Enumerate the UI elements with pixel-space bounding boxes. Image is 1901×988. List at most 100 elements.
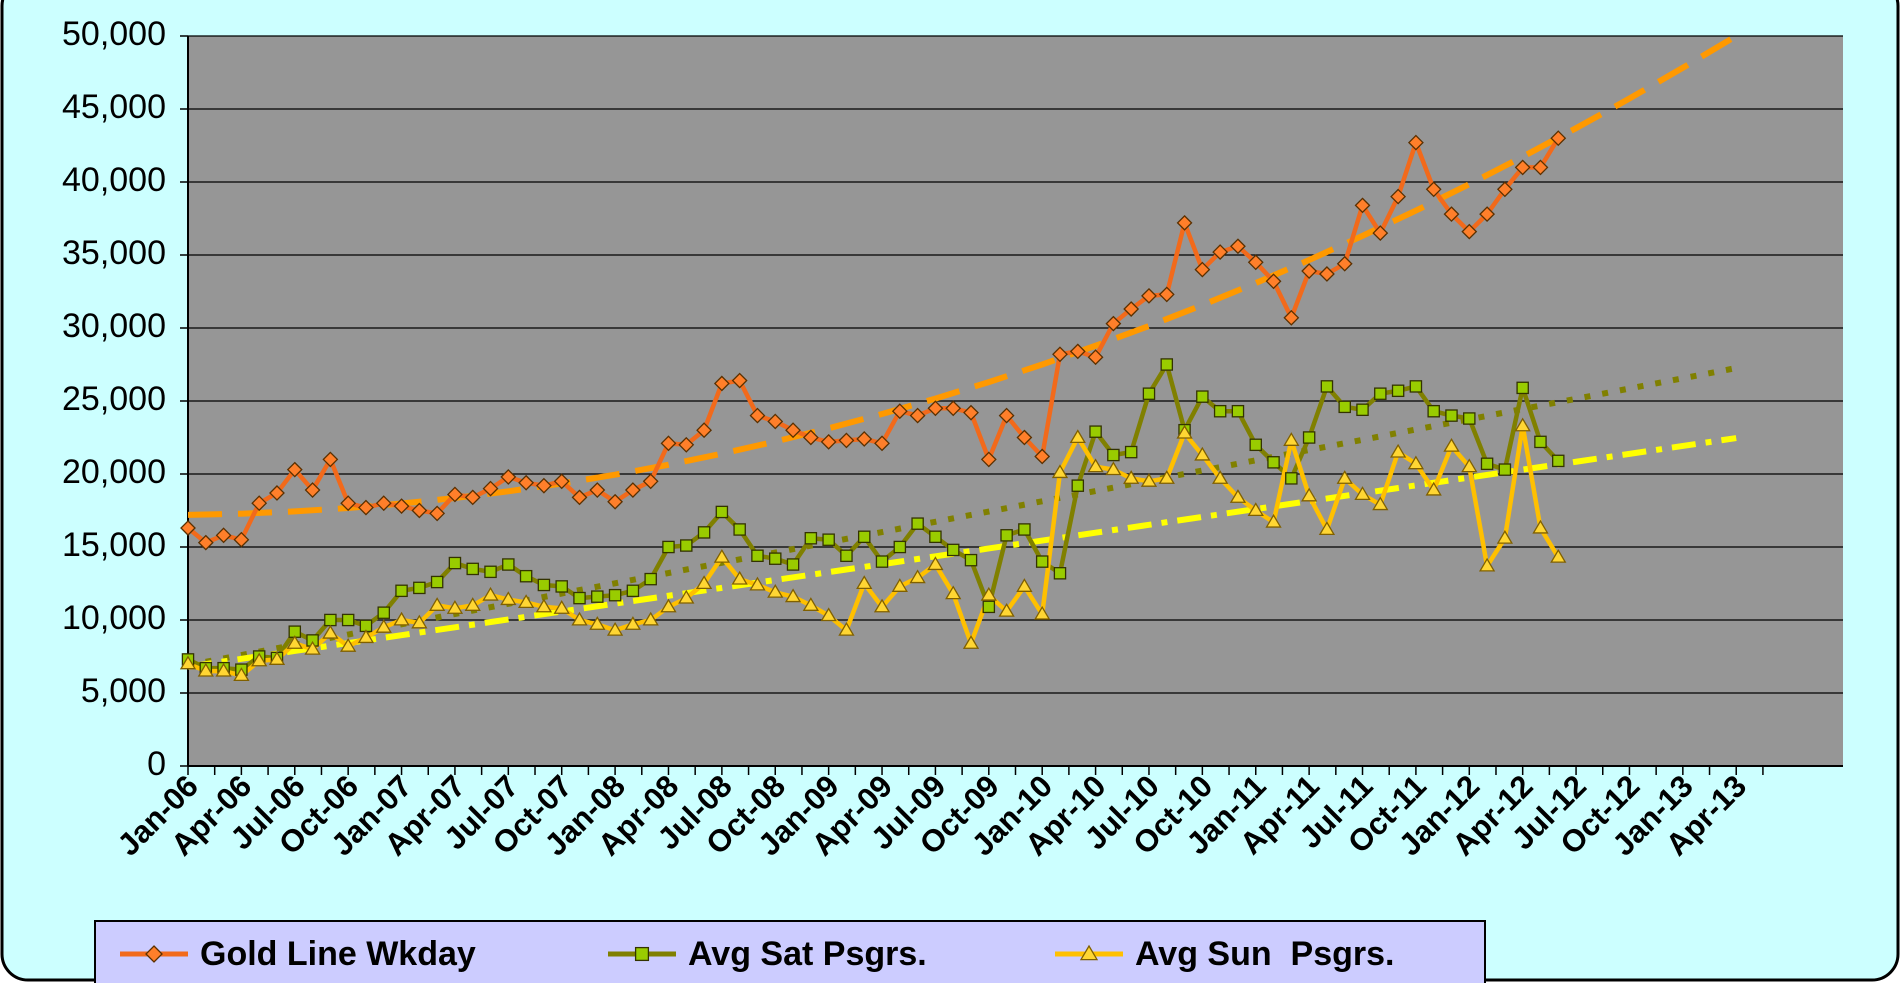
marker — [1158, 470, 1175, 484]
marker — [1461, 223, 1478, 240]
marker — [482, 586, 499, 601]
marker — [804, 531, 818, 545]
marker — [1247, 502, 1264, 517]
marker — [375, 495, 392, 512]
marker — [215, 527, 232, 544]
legend-label: Avg Sun Psgrs. — [1135, 935, 1394, 973]
marker — [1443, 437, 1460, 452]
marker — [838, 432, 855, 449]
marker — [357, 629, 375, 644]
marker — [1407, 134, 1424, 151]
legend-label: Avg Sat Psgrs. — [688, 935, 927, 973]
marker — [822, 533, 835, 546]
marker — [1480, 457, 1494, 471]
marker — [1265, 273, 1282, 290]
marker — [1016, 429, 1033, 446]
marker — [1230, 238, 1246, 255]
marker — [1550, 130, 1567, 147]
marker — [341, 613, 355, 627]
marker — [980, 451, 997, 468]
marker — [715, 505, 729, 519]
marker — [180, 520, 196, 536]
marker — [1514, 417, 1531, 432]
y-tick-label: 35,000 — [62, 234, 166, 272]
marker — [945, 585, 962, 600]
marker — [964, 553, 978, 567]
marker — [1301, 263, 1318, 279]
y-tick-label: 40,000 — [62, 161, 166, 199]
marker — [767, 583, 784, 598]
marker — [624, 482, 641, 498]
marker — [393, 611, 410, 626]
marker — [1372, 496, 1389, 511]
marker — [519, 569, 533, 583]
marker — [1478, 557, 1496, 572]
marker — [1124, 445, 1138, 459]
marker — [448, 556, 462, 570]
marker — [1247, 254, 1264, 271]
marker — [891, 578, 908, 592]
marker — [573, 591, 586, 605]
marker — [1079, 944, 1099, 961]
marker — [1372, 225, 1389, 242]
marker — [634, 946, 650, 962]
marker — [1389, 443, 1407, 458]
marker — [1336, 255, 1353, 272]
marker — [1514, 159, 1531, 176]
marker — [696, 422, 712, 439]
marker — [324, 613, 337, 627]
marker — [1196, 390, 1209, 403]
marker — [874, 435, 890, 452]
marker — [767, 413, 784, 430]
legend: Gold Line Wkday Avg Sat Psgrs. Avg Sun Psg… — [94, 920, 1486, 988]
marker — [1176, 214, 1193, 231]
marker — [607, 493, 624, 510]
marker — [1356, 403, 1369, 417]
marker — [1212, 244, 1229, 260]
marker — [731, 372, 748, 389]
marker — [1516, 381, 1529, 395]
marker — [662, 540, 675, 554]
marker — [537, 578, 551, 592]
marker — [464, 489, 481, 506]
marker — [589, 616, 606, 630]
marker — [197, 662, 214, 677]
marker — [1374, 387, 1387, 400]
marker — [733, 523, 746, 536]
marker — [429, 597, 446, 611]
marker — [1391, 384, 1405, 398]
marker — [998, 602, 1015, 617]
marker — [1425, 181, 1442, 198]
marker — [286, 461, 303, 478]
marker — [395, 584, 408, 598]
marker — [1285, 472, 1298, 485]
marker — [749, 576, 766, 591]
y-tick-label: 5,000 — [81, 672, 166, 710]
marker — [446, 600, 464, 614]
marker — [1035, 555, 1049, 568]
marker — [1267, 456, 1280, 469]
marker — [500, 469, 517, 485]
marker — [1160, 358, 1174, 371]
marker — [1018, 523, 1031, 536]
marker — [1407, 455, 1425, 470]
marker — [980, 586, 997, 601]
marker — [1176, 424, 1193, 439]
marker — [1213, 404, 1227, 418]
marker — [838, 621, 855, 636]
marker — [1069, 343, 1086, 360]
marker — [286, 635, 303, 649]
marker — [268, 651, 286, 665]
y-tick-label: 45,000 — [62, 88, 166, 126]
marker — [179, 655, 197, 670]
marker — [856, 575, 873, 590]
marker — [1000, 529, 1013, 542]
y-tick-label: 20,000 — [62, 453, 166, 491]
marker — [413, 581, 426, 595]
trendline — [188, 36, 1738, 518]
marker — [608, 588, 622, 602]
marker — [145, 945, 163, 963]
marker — [269, 485, 285, 501]
marker — [802, 429, 819, 446]
